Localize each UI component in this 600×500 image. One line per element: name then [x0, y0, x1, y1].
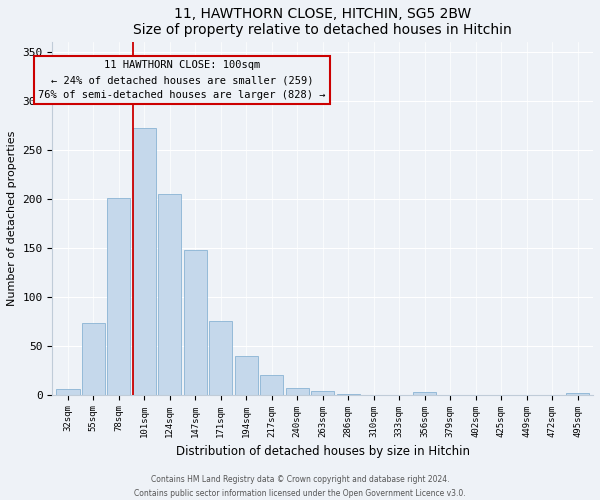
Bar [56, 389, 80, 395]
Y-axis label: Number of detached properties: Number of detached properties [7, 131, 17, 306]
Bar [260, 375, 283, 395]
Bar [158, 194, 181, 395]
Bar [337, 394, 360, 395]
Bar [82, 324, 105, 395]
Bar [107, 198, 130, 395]
Bar [286, 388, 309, 395]
Text: 11 HAWTHORN CLOSE: 100sqm
← 24% of detached houses are smaller (259)
76% of semi: 11 HAWTHORN CLOSE: 100sqm ← 24% of detac… [38, 60, 326, 100]
Title: 11, HAWTHORN CLOSE, HITCHIN, SG5 2BW
Size of property relative to detached house: 11, HAWTHORN CLOSE, HITCHIN, SG5 2BW Siz… [133, 7, 512, 37]
Bar [235, 356, 258, 395]
Bar [566, 393, 589, 395]
Bar [311, 391, 334, 395]
Bar [413, 392, 436, 395]
Text: Contains HM Land Registry data © Crown copyright and database right 2024.
Contai: Contains HM Land Registry data © Crown c… [134, 476, 466, 498]
Bar [209, 322, 232, 395]
X-axis label: Distribution of detached houses by size in Hitchin: Distribution of detached houses by size … [176, 445, 470, 458]
Bar [133, 128, 156, 395]
Bar [184, 250, 207, 395]
